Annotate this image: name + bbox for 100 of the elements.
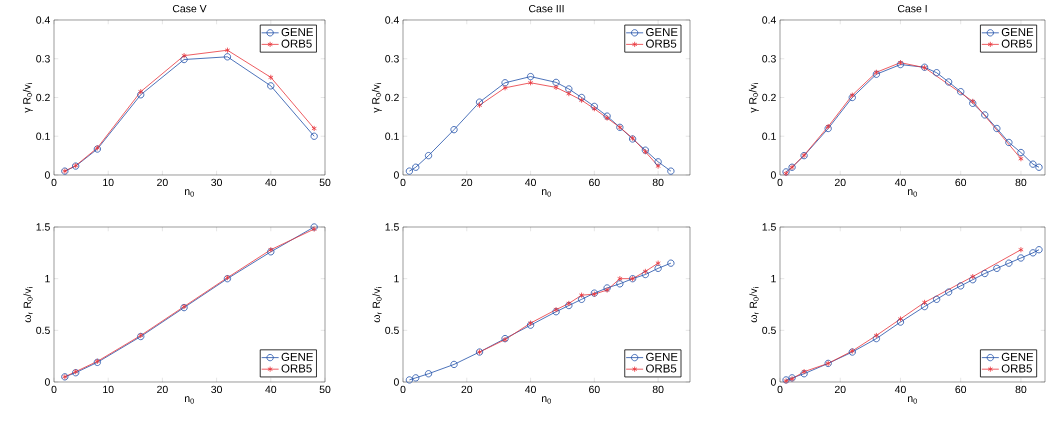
x-tick-label: 80 [1015, 385, 1027, 394]
x-tick-label: 20 [157, 385, 168, 394]
chart-title: Case V [172, 4, 207, 13]
y-tick-label: 0 [393, 378, 399, 386]
legend-label: ORB5 [1001, 364, 1032, 373]
point [1035, 163, 1043, 171]
point [921, 299, 928, 306]
x-axis-title: n$_{0}$ [908, 396, 917, 404]
point [412, 163, 420, 171]
y-axis-title: γ R$_{0}$/v$_{i}$ [748, 83, 759, 113]
point [993, 264, 1001, 272]
x-tick-label: 60 [589, 178, 600, 187]
point [945, 78, 953, 86]
y-tick-label: 0.2 [762, 93, 776, 102]
point [405, 167, 413, 175]
x-tick-label: 20 [461, 385, 473, 394]
point [957, 282, 965, 290]
y-tick-label: 0.1 [762, 132, 776, 140]
x-tick-label: 30 [211, 385, 223, 394]
x-tick-label: 80 [652, 178, 664, 187]
point [933, 69, 941, 77]
legend-label: GENE [281, 352, 313, 361]
y-tick-label: 0.3 [36, 55, 50, 63]
point [578, 292, 585, 299]
x-axis-title: n$_{0}$ [542, 189, 551, 197]
legend-label: GENE [281, 28, 313, 37]
point [981, 111, 989, 119]
x-tick-label: 20 [157, 178, 168, 187]
y-tick-label: 0 [770, 171, 776, 179]
x-tick-label: 50 [319, 178, 331, 187]
x-axis-title: n$_{0}$ [185, 189, 194, 197]
x-tick-label: 40 [524, 178, 536, 187]
point [1005, 138, 1013, 147]
point [578, 295, 586, 303]
point [970, 273, 976, 280]
x-tick-label: 0 [51, 385, 57, 394]
legend-label: ORB5 [646, 364, 677, 373]
point [981, 269, 989, 278]
point [450, 360, 458, 369]
x-tick-label: 10 [103, 385, 114, 394]
y-tick-label: 1 [394, 275, 399, 283]
x-tick-label: 80 [1015, 178, 1027, 187]
point [181, 52, 187, 59]
y-tick-label: 0.2 [385, 93, 399, 102]
x-tick-label: 40 [894, 178, 906, 187]
point [138, 88, 144, 95]
y-axis-title: γ R$_{0}$/v$_{i}$ [22, 83, 33, 113]
point [641, 270, 649, 279]
legend-label: ORB5 [281, 39, 312, 48]
chart-title: Case I [897, 4, 927, 13]
point [920, 302, 929, 311]
point [1017, 148, 1025, 157]
y-tick-label: 0 [44, 378, 50, 386]
point [223, 53, 232, 61]
legend-label: ORB5 [281, 364, 312, 373]
x-tick-label: 40 [265, 385, 277, 394]
point [566, 90, 572, 97]
point [897, 315, 904, 322]
legend-label: GENE [1001, 352, 1034, 361]
point [667, 259, 675, 267]
y-tick-label: 0.1 [385, 132, 399, 140]
point [873, 332, 880, 339]
point [896, 318, 905, 326]
point [578, 97, 585, 104]
point [267, 82, 275, 90]
point [553, 84, 559, 91]
point [552, 78, 560, 86]
x-axis-title: n$_{0}$ [185, 396, 194, 404]
x-tick-label: 10 [103, 178, 114, 187]
point [945, 288, 953, 296]
point [667, 167, 675, 175]
y-tick-label: 0.4 [36, 16, 50, 24]
point [527, 79, 534, 86]
x-axis-title: n$_{0}$ [908, 189, 917, 197]
point [969, 276, 977, 284]
x-tick-label: 40 [524, 385, 536, 394]
y-axis-title: γ R$_{0}$/v$_{i}$ [371, 83, 382, 113]
x-tick-label: 0 [400, 385, 406, 394]
x-tick-label: 60 [589, 385, 600, 394]
y-tick-label: 1.5 [762, 223, 776, 231]
point [310, 132, 318, 140]
y-tick-label: 0.5 [385, 326, 399, 335]
point [565, 85, 573, 93]
y-tick-label: 0.4 [385, 16, 400, 24]
y-axis-title: ω$_{r}$ R$_{0}$/v$_{i}$ [372, 287, 382, 323]
legend-label: ORB5 [646, 39, 677, 48]
y-tick-label: 0.5 [762, 326, 776, 335]
x-tick-label: 20 [461, 178, 473, 187]
x-tick-label: 20 [834, 178, 846, 187]
point [1035, 246, 1043, 254]
point [1029, 249, 1037, 257]
x-tick-label: 0 [400, 178, 406, 187]
point [957, 88, 965, 96]
point [654, 264, 662, 272]
point [642, 268, 649, 275]
y-tick-label: 0 [770, 378, 776, 386]
point [405, 376, 413, 384]
y-axis-title: ω$_{r}$ R$_{0}$/v$_{i}$ [23, 287, 33, 323]
legend-label: GENE [1001, 28, 1034, 37]
point [502, 84, 508, 91]
